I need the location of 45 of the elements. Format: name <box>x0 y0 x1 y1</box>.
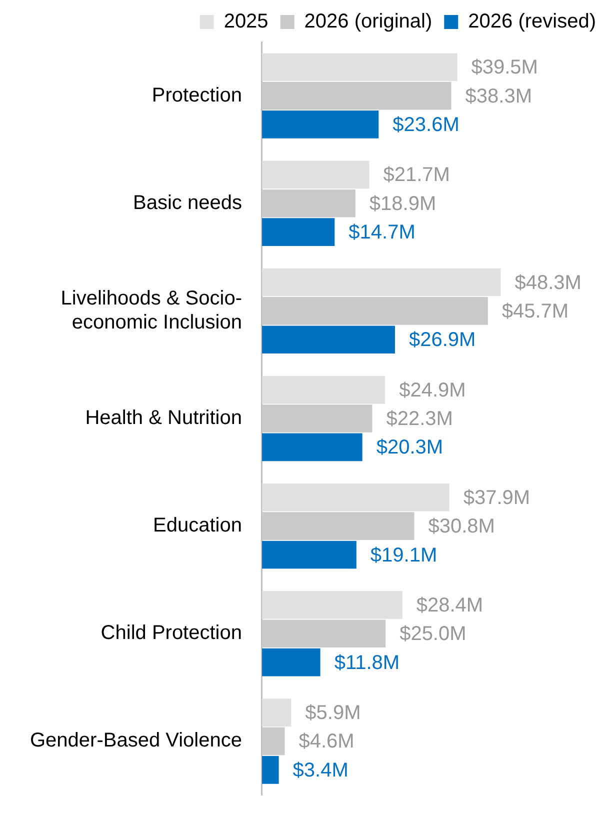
bar <box>262 698 292 726</box>
bar <box>262 756 279 784</box>
data-label: $48.3M <box>514 272 582 294</box>
legend-label: 2025 <box>224 10 268 33</box>
legend-label: 2026 (original) <box>304 10 432 33</box>
data-label: $23.6M <box>392 114 460 136</box>
bar <box>262 160 370 189</box>
data-label: $24.9M <box>399 379 466 402</box>
data-label: $14.7M <box>348 222 416 244</box>
data-label: $21.7M <box>383 164 450 186</box>
y-tick-label: Livelihoods & Socio-economic Inclusion <box>60 287 242 334</box>
bar <box>262 376 386 404</box>
legend-label: 2026 (revised) <box>468 10 596 33</box>
data-label: $45.7M <box>502 300 569 322</box>
bar <box>262 483 450 512</box>
y-tick-label: Education <box>153 514 242 537</box>
data-label: $26.9M <box>408 329 476 352</box>
bar <box>262 110 379 138</box>
data-label: $5.9M <box>305 702 361 724</box>
data-label: $38.3M <box>465 85 532 108</box>
bar <box>262 648 320 676</box>
y-tick-label: Child Protection <box>100 622 242 644</box>
data-label: $28.4M <box>416 594 484 616</box>
bar <box>262 433 362 462</box>
y-tick-label: Basic needs <box>133 192 242 214</box>
data-label: $30.8M <box>428 516 495 538</box>
data-label: $3.4M <box>292 759 348 782</box>
data-label: $18.9M <box>369 192 436 215</box>
data-label: $19.1M <box>370 544 438 566</box>
data-label: $4.6M <box>298 730 354 753</box>
data-label: $39.5M <box>471 56 538 79</box>
data-label: $11.8M <box>334 652 400 674</box>
bar <box>262 218 335 246</box>
data-label: $20.3M <box>376 436 444 459</box>
data-label: $25.0M <box>400 623 466 646</box>
data-label: $37.9M <box>463 486 530 509</box>
bar <box>262 326 395 354</box>
y-tick-label: Gender-Based Violence <box>30 730 242 752</box>
bar <box>262 268 501 296</box>
y-tick-label: Protection <box>152 84 242 106</box>
bar <box>262 540 356 569</box>
bar <box>262 591 402 619</box>
data-label: $22.3M <box>386 408 453 430</box>
bar <box>262 53 458 82</box>
y-tick-label: Health & Nutrition <box>85 407 242 430</box>
